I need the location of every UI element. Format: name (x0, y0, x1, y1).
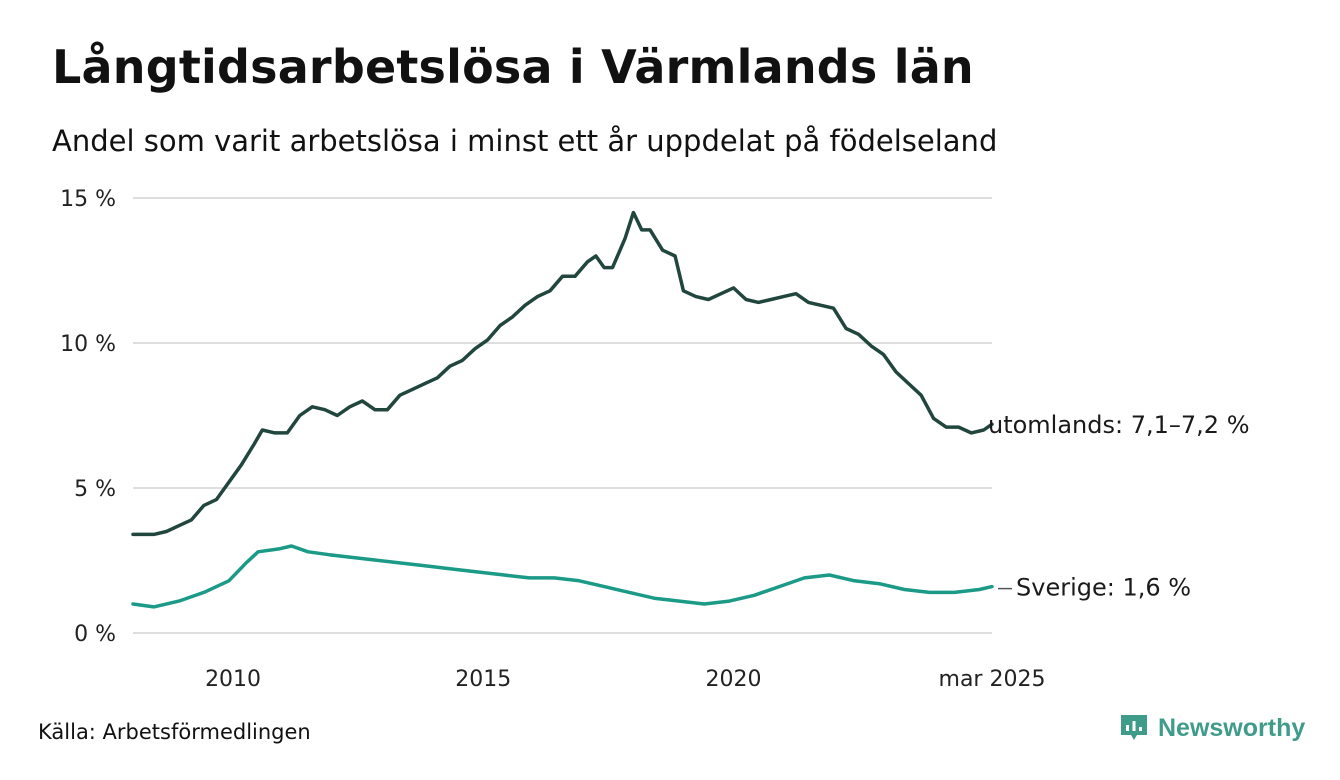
series-end-labels: utomlands: 7,1–7,2 % Sverige: 1,6 % (988, 411, 1250, 601)
brand-logo[interactable]: Newsworthy (1118, 712, 1305, 744)
x-tick-label: 2015 (455, 667, 511, 692)
chart-subtitle: Andel som varit arbetslösa i minst ett å… (52, 124, 998, 158)
series-line-1 (131, 544, 994, 609)
newsworthy-logo-icon (1121, 715, 1147, 740)
series-end-label-0: utomlands: 7,1–7,2 % (988, 411, 1250, 439)
y-tick-label: 15 % (60, 187, 116, 212)
y-tick-label: 0 % (74, 622, 116, 647)
y-tick-label: 5 % (74, 477, 116, 502)
series-lines (131, 210, 994, 609)
brand-name: Newsworthy (1158, 713, 1306, 742)
series-end-label-1: Sverige: 1,6 % (1016, 574, 1191, 602)
series-line-0 (131, 210, 994, 537)
x-tick-label: 2010 (205, 667, 261, 692)
gridlines (133, 197, 992, 634)
chart-title: Långtidsarbetslösa i Värmlands län (52, 40, 974, 94)
x-tick-label: mar 2025 (939, 667, 1046, 692)
source-note: Källa: Arbetsförmedlingen (38, 720, 311, 744)
x-tick-label: 2020 (705, 667, 761, 692)
x-axis-ticks: 2010 2015 2020 mar 2025 (205, 667, 1045, 692)
y-tick-label: 10 % (60, 332, 116, 357)
y-axis-ticks: 0 % 5 % 10 % 15 % (60, 187, 116, 647)
